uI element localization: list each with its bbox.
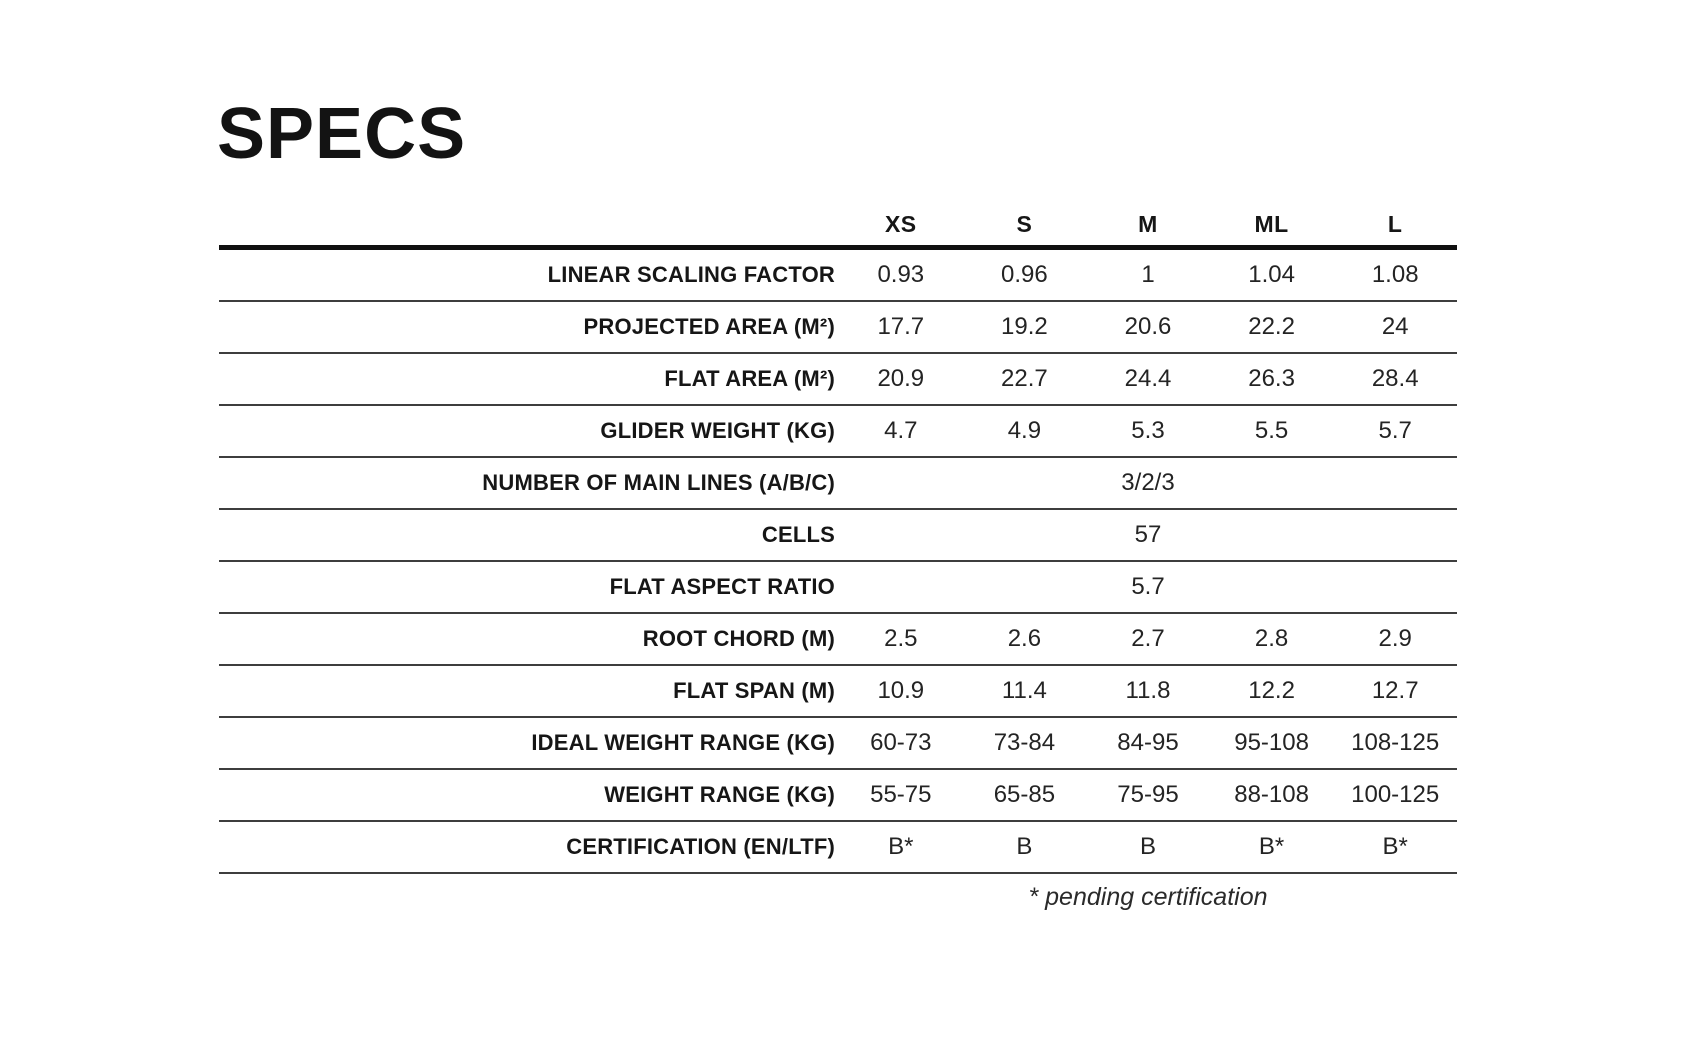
cell-value: 4.9 xyxy=(1007,417,1042,444)
table-row-glider-weight: GLIDER WEIGHT (KG) 4.7 4.9 5.3 5.5 5.7 xyxy=(219,406,1457,458)
table-row-projected-area: PROJECTED AREA (M²) 17.7 19.2 20.6 22.2 … xyxy=(219,302,1457,354)
cell-value: 2.6 xyxy=(1007,625,1042,652)
cell-value: 4.7 xyxy=(884,417,918,444)
cell-value: 12.7 xyxy=(1371,677,1419,704)
cell-value: 5.7 xyxy=(1378,417,1412,444)
cell-value: 2.5 xyxy=(884,625,918,652)
row-label: IDEAL WEIGHT RANGE (KG) xyxy=(531,730,835,755)
cell-value: 12.2 xyxy=(1248,677,1295,704)
column-header-m: M xyxy=(1138,210,1158,237)
row-label: CERTIFICATION (EN/LTF) xyxy=(566,834,835,859)
table-row-ideal-weight-range: IDEAL WEIGHT RANGE (KG) 60-73 73-84 84-9… xyxy=(219,718,1457,770)
row-label: CELLS xyxy=(761,522,835,547)
cell-value: 5.5 xyxy=(1254,417,1289,444)
row-label: FLAT AREA (M²) xyxy=(664,366,835,391)
row-label: FLAT SPAN (M) xyxy=(673,678,835,703)
cell-value: 11.8 xyxy=(1125,677,1171,704)
column-header-s: S xyxy=(1016,210,1033,237)
cell-value: 100-125 xyxy=(1351,781,1440,808)
table-row-flat-area: FLAT AREA (M²) 20.9 22.7 24.4 26.3 28.4 xyxy=(219,354,1457,406)
cell-value: B xyxy=(1139,833,1156,860)
cell-value: 1.08 xyxy=(1371,261,1419,288)
cell-value: B* xyxy=(888,833,914,860)
cell-value: 2.8 xyxy=(1254,625,1289,652)
cell-value: 95-108 xyxy=(1234,729,1309,756)
cell-value: 20.6 xyxy=(1124,313,1172,340)
span-value: 3/2/3 xyxy=(1121,469,1175,496)
cell-value: B* xyxy=(1382,833,1408,860)
row-label: FLAT ASPECT RATIO xyxy=(609,574,835,599)
cell-value: 75-95 xyxy=(1117,781,1179,808)
row-label: NUMBER OF MAIN LINES (A/B/C) xyxy=(482,470,835,495)
cell-value: 26.3 xyxy=(1248,365,1295,392)
row-label: WEIGHT RANGE (KG) xyxy=(604,782,835,807)
cell-value: 65-85 xyxy=(993,781,1056,808)
cell-value: 28.4 xyxy=(1371,365,1419,392)
column-header-ml: ML xyxy=(1254,210,1289,237)
cell-value: 24.4 xyxy=(1124,365,1172,392)
cell-value: 22.2 xyxy=(1248,313,1295,340)
cell-value: 55-75 xyxy=(870,781,932,808)
span-value: 5.7 xyxy=(1131,573,1165,600)
cell-value: 10.9 xyxy=(877,677,925,704)
cell-value: B* xyxy=(1258,833,1285,860)
footnote-pending-certification: * pending certification xyxy=(1028,883,1268,911)
cell-value: 73-84 xyxy=(993,729,1056,756)
table-row-certification: CERTIFICATION (EN/LTF) B* B B B* B* xyxy=(219,822,1457,874)
cell-value: 20.9 xyxy=(877,365,925,392)
cell-value: 88-108 xyxy=(1234,781,1309,808)
cell-value: 11.4 xyxy=(1001,677,1047,704)
cell-value: 5.3 xyxy=(1131,417,1165,444)
cell-value: 2.9 xyxy=(1378,625,1412,652)
row-label: PROJECTED AREA (M²) xyxy=(583,314,835,339)
row-label: ROOT CHORD (M) xyxy=(642,626,835,651)
table-row-root-chord: ROOT CHORD (M) 2.5 2.6 2.7 2.8 2.9 xyxy=(219,614,1457,666)
table-row-main-lines: NUMBER OF MAIN LINES (A/B/C) 3/2/3 xyxy=(219,458,1457,510)
cell-value: 2.7 xyxy=(1131,625,1165,652)
cell-value: 0.93 xyxy=(877,261,925,288)
page-title: SPECS xyxy=(217,94,467,174)
table-row-flat-span: FLAT SPAN (M) 10.9 11.4 11.8 12.2 12.7 xyxy=(219,666,1457,718)
cell-value: 19.2 xyxy=(1001,313,1048,340)
table-row-cells: CELLS 57 xyxy=(219,510,1457,562)
table-row-weight-range: WEIGHT RANGE (KG) 55-75 65-85 75-95 88-1… xyxy=(219,770,1457,822)
table-row-linear-scaling-factor: LINEAR SCALING FACTOR 0.93 0.96 1 1.04 1… xyxy=(219,250,1457,302)
cell-value: 60-73 xyxy=(870,729,932,756)
cell-value: 1 xyxy=(1141,261,1155,288)
table-header-row: XS S M ML L xyxy=(219,203,1457,250)
cell-value: B xyxy=(1016,833,1033,860)
cell-value: 84-95 xyxy=(1117,729,1179,756)
column-header-xs: XS xyxy=(884,210,917,237)
cell-value: 0.96 xyxy=(1001,261,1048,288)
cell-value: 108-125 xyxy=(1351,729,1440,756)
cell-value: 1.04 xyxy=(1248,261,1295,288)
row-label: LINEAR SCALING FACTOR xyxy=(547,262,835,287)
column-header-l: L xyxy=(1387,210,1403,237)
cell-value: 24 xyxy=(1381,313,1409,340)
specs-table: XS S M ML L LINEAR SCALING FACTOR 0.93 0… xyxy=(219,203,1457,912)
span-value: 57 xyxy=(1134,521,1162,548)
cell-value: 17.7 xyxy=(877,313,925,340)
table-row-flat-aspect-ratio: FLAT ASPECT RATIO 5.7 xyxy=(219,562,1457,614)
cell-value: 22.7 xyxy=(1001,365,1048,392)
row-label: GLIDER WEIGHT (KG) xyxy=(600,418,835,443)
